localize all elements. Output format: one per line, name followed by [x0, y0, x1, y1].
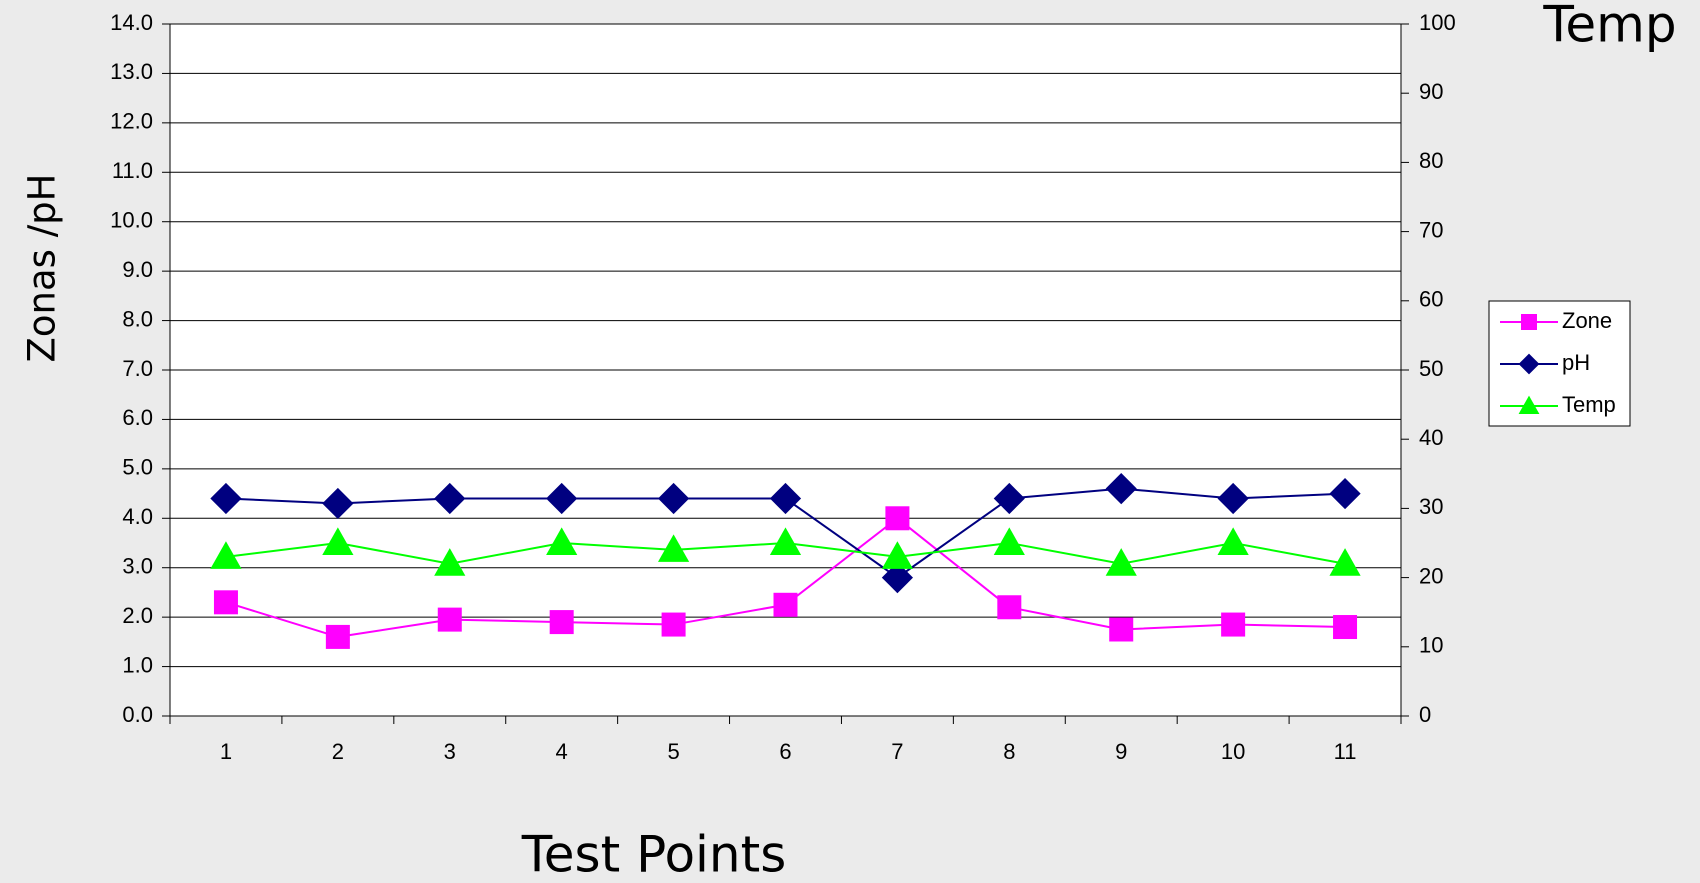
legend-label: Temp — [1562, 392, 1616, 417]
data-point — [657, 482, 690, 515]
y-tick-label: 12.0 — [110, 109, 153, 134]
data-point — [1333, 615, 1358, 640]
data-point — [437, 607, 462, 632]
data-point — [213, 590, 238, 615]
data-point — [322, 527, 354, 555]
x-tick-label: 10 — [1221, 739, 1245, 764]
x-tick-label: 8 — [1003, 739, 1015, 764]
y-tick-label: 8.0 — [122, 306, 153, 331]
data-point — [434, 548, 466, 576]
legend-label: Zone — [1562, 308, 1612, 333]
x-tick-label: 6 — [779, 739, 791, 764]
y-tick-label: 14.0 — [110, 10, 153, 35]
data-point — [773, 592, 798, 617]
data-point — [1109, 617, 1134, 642]
data-point — [1105, 548, 1137, 576]
y2-tick-label: 30 — [1419, 494, 1443, 519]
data-point — [993, 482, 1025, 515]
y-tick-label: 7.0 — [122, 356, 153, 381]
y-tick-label: 1.0 — [122, 652, 153, 677]
data-point — [1221, 612, 1246, 637]
y-tick-label: 13.0 — [110, 59, 153, 84]
data-point — [549, 610, 574, 635]
data-point — [1217, 527, 1249, 555]
legend-marker — [1518, 353, 1540, 375]
y2-tick-label: 0 — [1419, 702, 1431, 727]
data-point — [325, 624, 350, 649]
y-tick-label: 2.0 — [122, 603, 153, 628]
y-tick-label: 10.0 — [110, 208, 153, 233]
data-point — [1329, 477, 1361, 510]
data-point — [1105, 473, 1137, 505]
y2-tick-label: 70 — [1419, 217, 1443, 242]
data-point — [657, 534, 690, 562]
data-point — [434, 482, 466, 515]
data-point — [881, 541, 914, 569]
data-point — [769, 527, 802, 555]
data-point — [322, 487, 354, 520]
x-tick-label: 3 — [444, 739, 456, 764]
y2-tick-label: 40 — [1419, 425, 1443, 450]
data-point — [210, 541, 242, 569]
y2-tick-label: 90 — [1419, 79, 1443, 104]
y2-tick-label: 60 — [1419, 287, 1443, 312]
y-tick-label: 4.0 — [122, 504, 153, 529]
y-axis-title: Zonas /pH — [21, 174, 64, 363]
y-tick-label: 9.0 — [122, 257, 153, 282]
x-tick-label: 11 — [1334, 739, 1357, 764]
data-point — [993, 527, 1025, 555]
y2-tick-label: 100 — [1419, 10, 1456, 35]
x-tick-label: 7 — [891, 739, 903, 764]
y-tick-label: 0.0 — [122, 702, 153, 727]
data-point — [210, 482, 242, 515]
legend-marker — [1518, 395, 1540, 414]
data-point — [546, 482, 578, 515]
data-point — [546, 527, 578, 555]
x-tick-label: 2 — [332, 739, 344, 764]
y-tick-label: 3.0 — [122, 554, 153, 579]
x-tick-label: 4 — [556, 739, 568, 764]
data-point — [1329, 548, 1361, 576]
y2-axis-title: Temp — [1542, 0, 1676, 54]
x-axis-title: Test Points — [521, 826, 787, 883]
data-point — [997, 595, 1022, 620]
data-point — [885, 506, 910, 531]
y-tick-label: 11.0 — [112, 158, 153, 183]
y-tick-label: 5.0 — [122, 455, 153, 480]
y2-tick-label: 10 — [1419, 633, 1443, 658]
legend-label: pH — [1562, 350, 1590, 375]
x-tick-label: 1 — [220, 739, 232, 764]
legend-marker — [1521, 314, 1537, 330]
y2-tick-label: 20 — [1419, 563, 1443, 588]
data-point — [661, 612, 686, 637]
y-tick-label: 6.0 — [122, 405, 153, 430]
y2-tick-label: 80 — [1419, 148, 1443, 173]
y2-tick-label: 50 — [1419, 356, 1443, 381]
data-point — [1217, 482, 1249, 515]
x-tick-label: 9 — [1115, 739, 1127, 764]
x-tick-label: 5 — [667, 739, 679, 764]
data-point — [881, 562, 914, 594]
data-point — [769, 482, 802, 515]
